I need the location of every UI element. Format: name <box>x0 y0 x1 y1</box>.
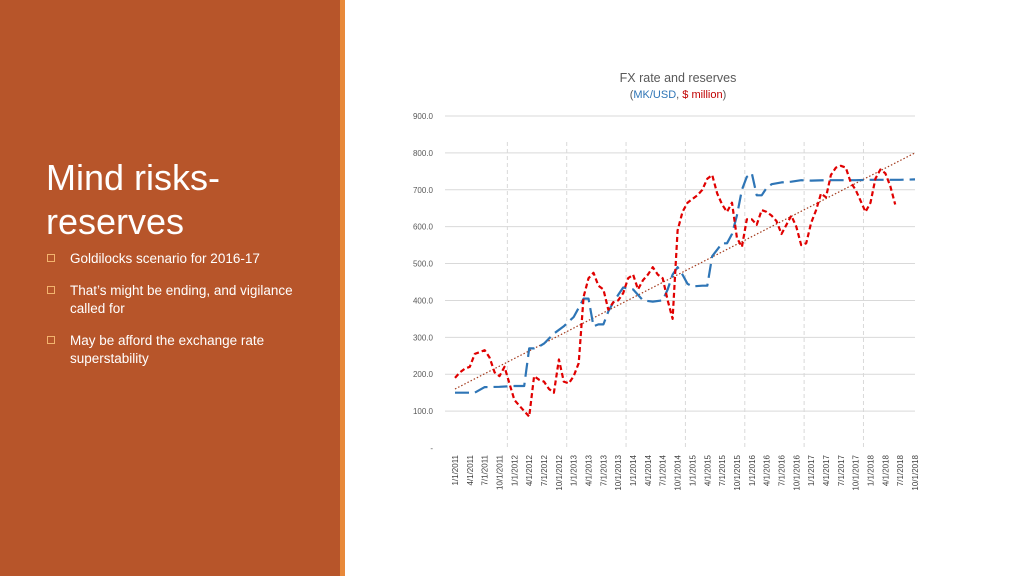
chart-title: FX rate and reserves <box>619 71 737 85</box>
bullet-text: Goldilocks scenario for 2016-17 <box>70 251 260 266</box>
subtitle-mk-usd: MK/USD <box>633 89 677 101</box>
x-tick-label: 4/1/2011 <box>466 454 475 485</box>
checkbox-bullet-icon <box>47 336 55 344</box>
subtitle-sep: , <box>676 89 683 101</box>
x-tick-label: 1/1/2015 <box>688 454 697 486</box>
x-tick-label: 4/1/2016 <box>763 454 772 486</box>
x-tick-label: 7/1/2017 <box>837 454 846 486</box>
y-tick-label: 900.0 <box>413 112 434 121</box>
x-tick-label: 1/1/2012 <box>510 454 519 486</box>
trendline <box>454 152 916 390</box>
slide-title: Mind risks-reserves <box>46 157 221 242</box>
y-tick-label: - <box>430 444 433 453</box>
x-tick-label: 4/1/2014 <box>644 454 653 486</box>
x-tick-label: 10/1/2017 <box>852 454 861 490</box>
x-tick-label: 10/1/2015 <box>733 454 742 490</box>
y-tick-label: 200.0 <box>413 370 434 379</box>
fx-series-line <box>455 172 916 394</box>
x-tick-label: 1/1/2017 <box>807 454 816 486</box>
x-tick-label: 10/1/2014 <box>674 454 683 490</box>
subtitle-close: ) <box>722 89 727 101</box>
bullet-text: May be afford the exchange rate supersta… <box>70 333 265 366</box>
x-tick-label: 10/1/2013 <box>614 454 623 490</box>
y-tick-label: 400.0 <box>413 296 434 305</box>
y-tick-label: 700.0 <box>413 186 434 195</box>
x-tick-label: 4/1/2018 <box>881 454 890 486</box>
x-tick-label: 7/1/2011 <box>481 454 490 485</box>
x-tick-label: 10/1/2018 <box>911 454 920 490</box>
x-tick-label: 7/1/2015 <box>718 454 727 486</box>
checkbox-bullet-icon <box>47 286 55 294</box>
y-tick-label: 500.0 <box>413 260 434 269</box>
x-tick-label: 7/1/2012 <box>540 454 549 486</box>
y-tick-label: 300.0 <box>413 333 434 342</box>
x-tick-label: 4/1/2013 <box>585 454 594 486</box>
x-tick-label: 1/1/2016 <box>748 454 757 486</box>
x-tick-label: 1/1/2011 <box>451 454 460 485</box>
bullet-item: Goldilocks scenario for 2016-17 <box>46 250 326 268</box>
x-tick-label: 1/1/2014 <box>629 454 638 486</box>
x-tick-label: 10/1/2011 <box>496 454 505 490</box>
y-tick-label: 800.0 <box>413 149 434 158</box>
checkbox-bullet-icon <box>47 254 55 262</box>
subtitle-open: ( <box>629 89 634 101</box>
y-tick-label: 100.0 <box>413 407 434 416</box>
x-tick-label: 4/1/2012 <box>525 454 534 486</box>
x-tick-label: 1/1/2013 <box>570 454 579 486</box>
chart-subtitle: (MK/USD, $ million) <box>560 89 796 101</box>
reserves-series-line <box>454 164 897 418</box>
bullet-item: May be afford the exchange rate supersta… <box>46 332 326 368</box>
x-tick-label: 1/1/2018 <box>866 454 875 486</box>
bullet-item: That’s might be ending, and vigilance ca… <box>46 282 326 318</box>
accent-bar <box>340 0 345 576</box>
x-tick-label: 7/1/2013 <box>599 454 608 486</box>
x-tick-label: 4/1/2017 <box>822 454 831 486</box>
title-panel <box>0 0 340 576</box>
x-tick-label: 7/1/2016 <box>777 454 786 486</box>
x-tick-label: 10/1/2016 <box>792 454 801 490</box>
bullet-list: Goldilocks scenario for 2016-17 That’s m… <box>46 250 326 382</box>
bullet-text: That’s might be ending, and vigilance ca… <box>70 283 293 316</box>
subtitle-usd-million: $ million <box>682 89 723 101</box>
x-tick-label: 10/1/2012 <box>555 454 564 490</box>
y-tick-label: 600.0 <box>413 223 434 232</box>
x-tick-label: 7/1/2014 <box>659 454 668 486</box>
x-tick-label: 4/1/2015 <box>703 454 712 486</box>
x-tick-label: 7/1/2018 <box>896 454 905 486</box>
